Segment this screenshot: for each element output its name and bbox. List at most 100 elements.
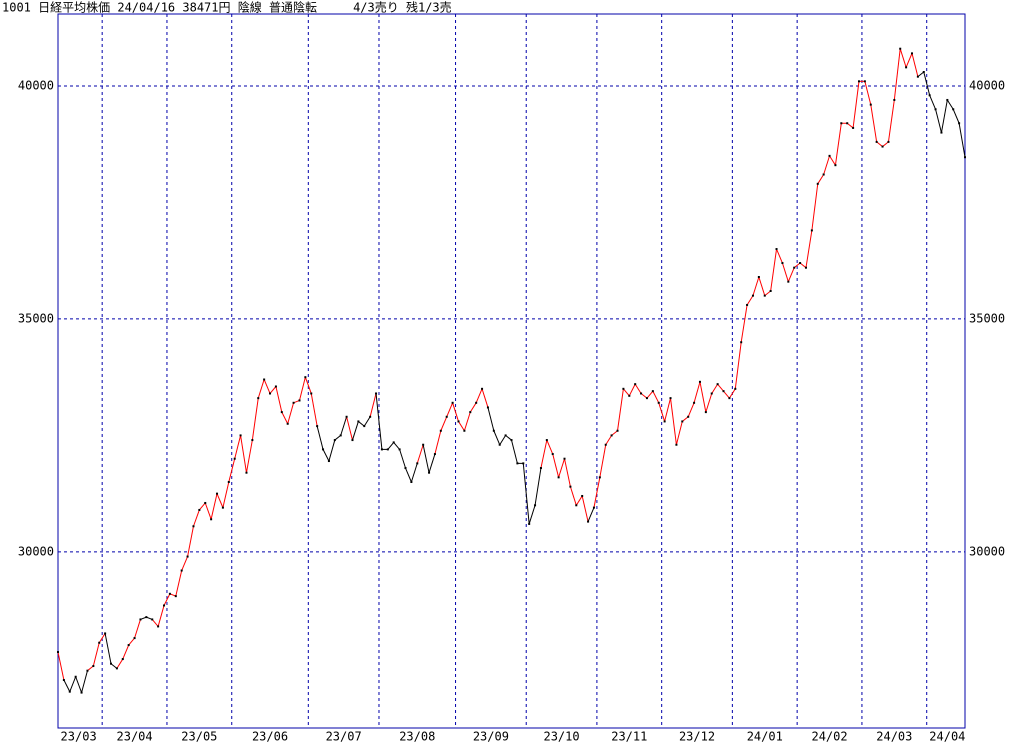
point <box>363 425 366 428</box>
point <box>433 453 436 456</box>
line-segment <box>122 644 130 660</box>
point <box>257 397 260 400</box>
point <box>481 387 484 390</box>
line-segment <box>98 633 106 644</box>
line-segment <box>57 651 65 681</box>
point <box>439 429 442 432</box>
line-segment <box>322 449 330 462</box>
line-segment <box>352 421 359 441</box>
point <box>557 476 560 479</box>
line-segment <box>575 495 583 506</box>
point <box>286 422 289 425</box>
point <box>834 164 837 167</box>
line-segment <box>552 453 560 478</box>
point <box>899 47 902 50</box>
point <box>551 453 554 456</box>
line-segment <box>346 416 353 441</box>
point <box>958 122 961 125</box>
line-segment <box>546 439 554 455</box>
y-tick-label: 30000 <box>18 544 54 558</box>
line-segment <box>952 109 960 124</box>
point <box>121 658 124 661</box>
line-segment <box>204 502 212 520</box>
line-segment <box>151 619 159 627</box>
x-tick-label: 24/01 <box>747 730 783 744</box>
x-tick-label: 23/04 <box>117 730 153 744</box>
line-segment <box>251 398 259 441</box>
point <box>486 406 489 409</box>
line-segment <box>310 393 318 427</box>
point <box>881 145 884 148</box>
point <box>722 390 725 393</box>
line-segment <box>469 402 477 413</box>
point <box>428 471 431 474</box>
line-segment <box>387 442 395 450</box>
line-segment <box>463 411 471 431</box>
line-segment <box>175 570 183 597</box>
line-segment <box>369 393 377 417</box>
point <box>905 66 908 69</box>
point <box>863 80 866 83</box>
x-tick-label: 23/10 <box>543 730 579 744</box>
line-segment <box>599 444 607 478</box>
x-tick-label: 23/12 <box>679 730 715 744</box>
line-segment <box>817 174 825 185</box>
line-segment <box>670 398 677 445</box>
line-segment <box>811 183 819 231</box>
line-segment <box>287 402 295 424</box>
line-segment <box>245 439 253 473</box>
line-segment <box>911 53 919 77</box>
point <box>451 401 454 404</box>
point <box>357 420 360 423</box>
line-segment <box>675 421 683 445</box>
line-segment <box>776 248 783 264</box>
point <box>510 439 513 442</box>
line-segment <box>617 388 624 431</box>
point <box>728 397 731 400</box>
point <box>280 411 283 414</box>
line-segment <box>652 390 660 404</box>
point <box>115 667 118 670</box>
point <box>910 52 913 55</box>
point <box>740 341 743 344</box>
line-segment <box>116 658 124 669</box>
line-segment <box>81 670 88 693</box>
line-segment <box>410 463 418 483</box>
point <box>80 691 83 694</box>
line-segment <box>128 637 135 646</box>
point <box>269 392 272 395</box>
line-segment <box>275 386 283 413</box>
line-segment <box>157 605 165 627</box>
x-tick-label: 24/02 <box>811 730 847 744</box>
x-tick-label: 23/11 <box>611 730 647 744</box>
line-segment <box>63 679 71 692</box>
point <box>716 383 719 386</box>
point <box>133 637 136 640</box>
point <box>469 411 472 414</box>
point <box>922 71 925 74</box>
point <box>422 443 425 446</box>
line-segment <box>493 430 501 445</box>
line-segment <box>699 381 707 413</box>
point <box>98 641 101 644</box>
line-segment <box>946 99 954 110</box>
point <box>498 443 501 446</box>
line-segment <box>363 416 371 427</box>
point <box>769 289 772 292</box>
line-segment <box>375 393 383 450</box>
point <box>504 434 507 437</box>
line-segment <box>664 398 672 422</box>
point <box>616 429 619 432</box>
x-tick-label: 24/03 <box>876 730 912 744</box>
point <box>239 434 242 437</box>
point <box>463 429 466 432</box>
point <box>221 506 224 509</box>
point <box>775 248 778 251</box>
line-segment <box>958 123 966 158</box>
point <box>763 294 766 297</box>
point <box>645 397 648 400</box>
point <box>351 439 354 442</box>
point <box>204 501 207 504</box>
point <box>186 555 189 558</box>
point <box>934 108 937 111</box>
